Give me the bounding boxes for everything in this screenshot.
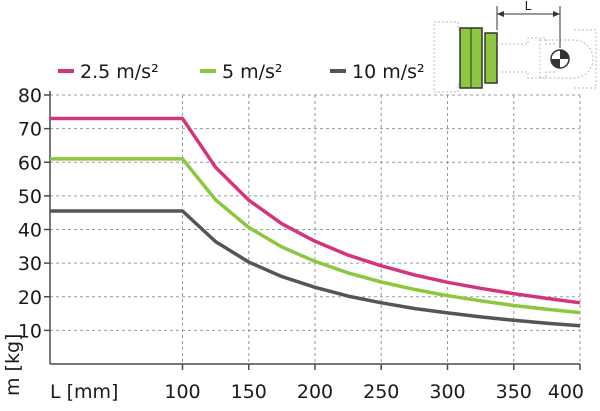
- y-tick-label: 70: [18, 119, 42, 141]
- x-axis-title: L [mm]: [50, 381, 118, 403]
- legend-label-3: 10 m/s²: [352, 61, 425, 83]
- finger-outline: [497, 37, 556, 79]
- y-tick-label: 80: [18, 85, 42, 107]
- x-tick-label: 400: [548, 381, 584, 403]
- legend-label-1: 2.5 m/s²: [80, 61, 159, 83]
- y-tick-label: 40: [18, 220, 42, 242]
- y-tick-label: 10: [18, 320, 42, 342]
- x-tick-label: 150: [231, 381, 267, 403]
- series-line-1: [50, 116, 581, 305]
- legend: 2.5 m/s² 5 m/s² 10 m/s²: [58, 61, 425, 83]
- x-tick-label: 350: [496, 381, 532, 403]
- dimension-arrow-right: [553, 11, 560, 17]
- axes: [44, 91, 581, 370]
- dimension-arrow-left: [497, 11, 504, 17]
- tick-labels: 10 20 30 40 50 60 70 80 100 150 200 250 300 350 400: [18, 85, 584, 403]
- y-tick-label: 30: [18, 253, 42, 275]
- data-series: [50, 116, 581, 328]
- gripper-illustration: L: [433, 0, 597, 93]
- gripper-outline: [433, 21, 463, 93]
- y-axis-title: m [kg]: [2, 334, 24, 396]
- x-tick-label: 300: [429, 381, 465, 403]
- x-tick-label: 200: [297, 381, 333, 403]
- series-line-2: [50, 157, 581, 315]
- center-of-gravity-fill: [551, 50, 569, 68]
- workpiece-outline: [574, 29, 597, 89]
- dimension-label: L: [525, 0, 532, 13]
- gripper-jaw-right: [484, 32, 498, 84]
- series-line-3: [50, 209, 581, 328]
- y-tick-label: 50: [18, 186, 42, 208]
- load-outline: [539, 39, 594, 79]
- grid-lines: [50, 94, 581, 364]
- x-tick-label: 100: [164, 381, 200, 403]
- x-tick-label: 250: [363, 381, 399, 403]
- y-tick-label: 60: [18, 152, 42, 174]
- legend-label-2: 5 m/s²: [222, 61, 283, 83]
- y-tick-label: 20: [18, 287, 42, 309]
